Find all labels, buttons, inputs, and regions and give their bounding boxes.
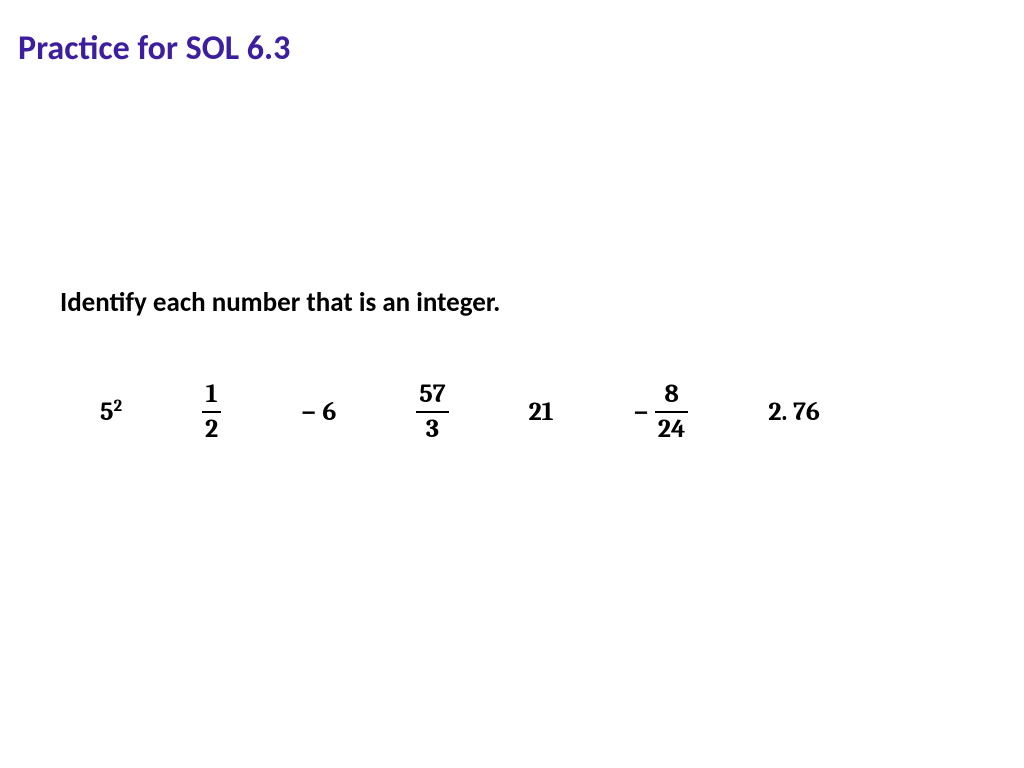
power-base: 5	[100, 397, 114, 427]
fraction: 8 24	[655, 380, 689, 443]
power-exponent: 2	[114, 397, 123, 416]
fraction-numerator: 57	[416, 380, 448, 409]
fraction-numerator: 8	[661, 380, 681, 409]
fraction-bar	[655, 411, 689, 413]
math-expressions-row: 52 1 2 −6 57 3 21 − 8 24 2. 76	[100, 380, 820, 443]
expr-decimal: 2. 76	[768, 397, 820, 427]
expr-21: 21	[528, 397, 553, 427]
fraction-bar	[416, 411, 448, 413]
page-title: Practice for SOL 6.3	[18, 28, 290, 69]
fraction: 57 3	[416, 380, 448, 443]
expr-fraction-2: 57 3	[416, 380, 448, 443]
fraction-bar	[202, 411, 221, 413]
question-text: Identify each number that is an integer.	[60, 286, 500, 319]
fraction: 1 2	[202, 380, 221, 443]
fraction-denominator: 3	[423, 415, 442, 444]
expr-fraction-1: 1 2	[202, 380, 221, 443]
expr-power: 52	[100, 397, 122, 427]
expr-neg-fraction: − 8 24	[633, 380, 688, 443]
minus-sign: −	[301, 397, 316, 427]
expr-neg6: −6	[301, 397, 336, 427]
fraction-denominator: 2	[202, 415, 221, 444]
fraction-numerator: 1	[203, 380, 221, 409]
minus-sign: −	[633, 397, 648, 427]
fraction-denominator: 24	[655, 415, 689, 444]
integer-value: 6	[322, 397, 336, 427]
